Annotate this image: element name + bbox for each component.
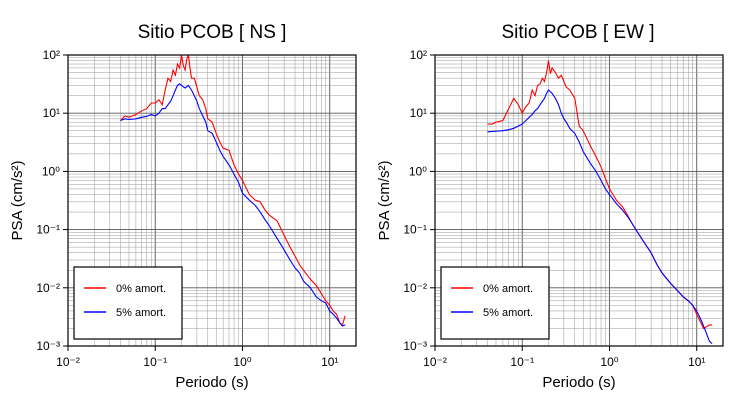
chart-title: Sitio PCOB [ EW ] [501,22,654,43]
y-tick-label: 10¹ [43,106,60,120]
x-tick-label: 10¹ [321,355,338,369]
series-line-damped [487,89,713,345]
x-axis-label: Periodo (s) [175,374,248,391]
y-tick-label: 10¹ [410,106,427,120]
legend: 0% amort. 5% amort. [440,266,550,340]
plot-frame [67,54,357,347]
y-tick-label: 10⁻¹ [36,223,60,237]
x-tick-label: 10⁰ [600,355,618,369]
series-line-damped [120,83,346,327]
series-line-undamped [120,54,346,326]
plot-frame [434,54,724,347]
y-tick-label: 10⁻¹ [403,223,427,237]
x-tick-label: 10⁰ [233,355,251,369]
legend-label: 5% amort. [116,307,166,319]
y-tick-label: 10⁰ [409,164,427,178]
chart-panel-2: 10⁻² 10⁻¹ 10⁰ 10¹ 10⁻³ 10⁻² 10⁻¹ 10⁰ 10¹ 10² Sitio… [376,22,724,391]
y-tick-label: 10⁻³ [403,339,427,353]
x-tick-label: 10⁻¹ [510,355,534,369]
y-axis-label: PSA (cm/s²) [376,160,393,240]
y-tick-label: 10⁻³ [36,339,60,353]
legend-box [73,266,183,340]
x-tick-label: 10⁻² [423,355,447,369]
y-axis-label: PSA (cm/s²) [9,160,26,240]
x-tick-label: 10⁻¹ [143,355,167,369]
y-tick-label: 10⁰ [42,164,60,178]
legend-label: 5% amort. [483,307,533,319]
y-tick-label: 10⁻² [403,281,427,295]
legend: 0% amort. 5% amort. [73,266,183,340]
x-tick-label: 10⁻² [56,355,80,369]
y-tick-label: 10⁻² [36,281,60,295]
y-tick-label: 10² [43,48,60,62]
legend-label: 0% amort. [483,283,533,295]
x-axis-label: Periodo (s) [542,374,615,391]
x-tick-label: 10¹ [688,355,705,369]
legend-box [440,266,550,340]
legend-label: 0% amort. [116,283,166,295]
chart-title: Sitio PCOB [ NS ] [138,22,287,43]
y-tick-label: 10² [410,48,427,62]
chart-panel-1: 10⁻² 10⁻¹ 10⁰ 10¹ 10⁻³ 10⁻² 10⁻¹ 10⁰ 10¹ 10² Sitio… [9,22,357,391]
